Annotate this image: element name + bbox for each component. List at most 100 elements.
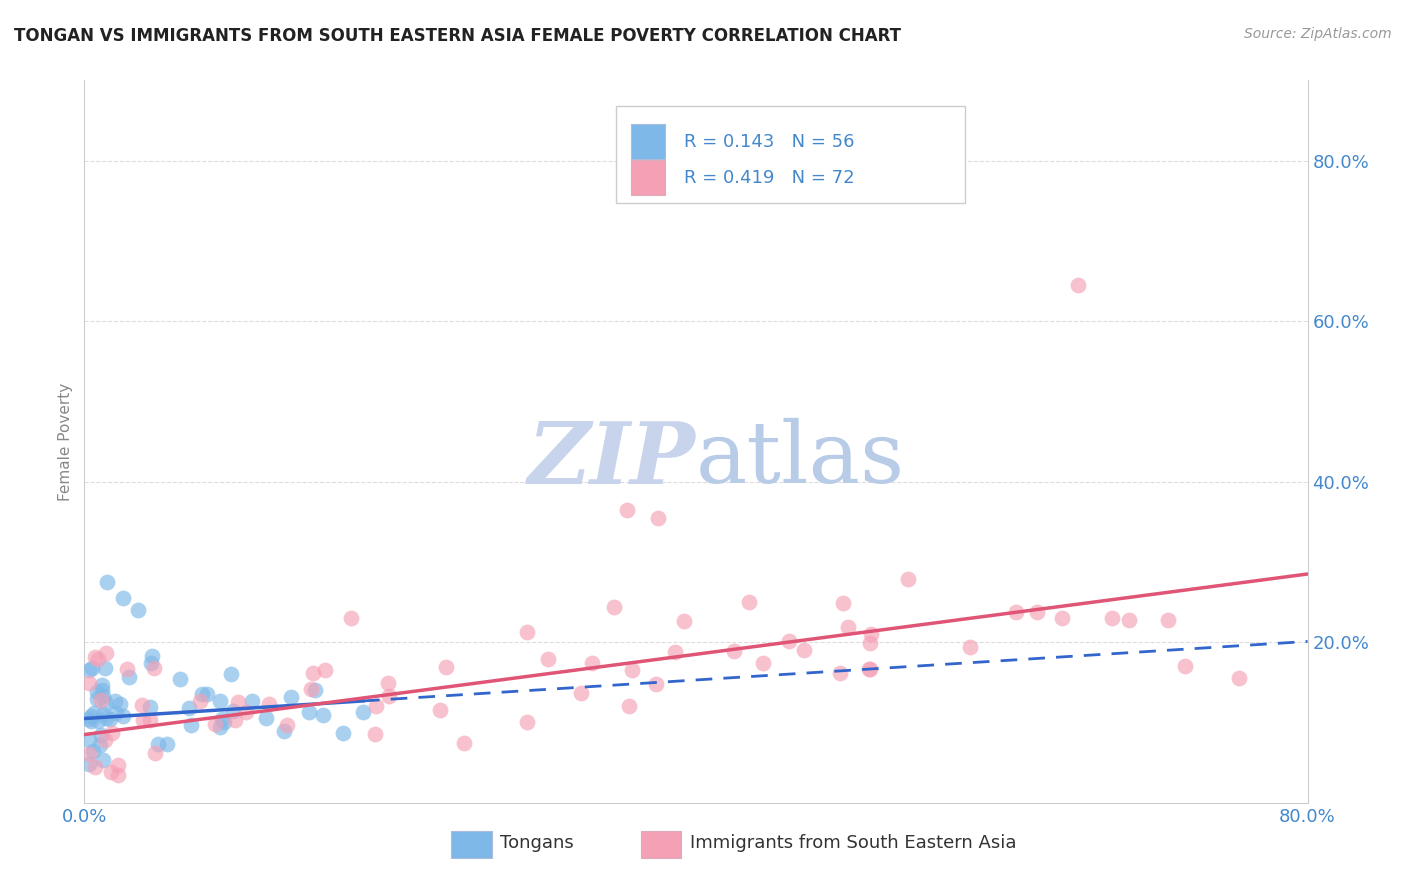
- Point: [169, 672, 191, 686]
- Point: [143, 747, 166, 761]
- Point: [429, 703, 451, 717]
- Point: [434, 660, 457, 674]
- Point: [302, 666, 325, 681]
- Point: [212, 714, 235, 729]
- Point: [115, 662, 138, 676]
- Point: [180, 717, 202, 731]
- Point: [132, 713, 155, 727]
- Bar: [641, 831, 682, 858]
- Bar: [451, 831, 492, 858]
- Point: [139, 714, 162, 728]
- Point: [90, 682, 112, 697]
- Point: [204, 716, 226, 731]
- Bar: [631, 124, 665, 159]
- Point: [959, 640, 981, 654]
- Text: Tongans: Tongans: [501, 833, 574, 852]
- Point: [828, 666, 851, 681]
- Point: [621, 663, 644, 677]
- Point: [1118, 613, 1140, 627]
- Point: [94, 733, 117, 747]
- Point: [83, 706, 105, 721]
- Point: [240, 694, 263, 708]
- Point: [84, 650, 107, 665]
- Point: [1005, 605, 1028, 619]
- Point: [93, 690, 115, 704]
- Bar: [616, 105, 965, 203]
- Point: [104, 694, 127, 708]
- Point: [314, 663, 336, 677]
- Point: [859, 627, 882, 641]
- Y-axis label: Female Poverty: Female Poverty: [58, 383, 73, 500]
- Point: [142, 661, 165, 675]
- Point: [80, 714, 103, 729]
- Point: [86, 714, 108, 728]
- Point: [91, 678, 114, 692]
- Point: [793, 643, 815, 657]
- Point: [1050, 611, 1073, 625]
- Point: [1101, 611, 1123, 625]
- Point: [664, 645, 686, 659]
- Point: [79, 709, 101, 723]
- Point: [859, 635, 882, 649]
- Point: [516, 714, 538, 729]
- Point: [280, 690, 302, 705]
- Point: [94, 646, 117, 660]
- Point: [832, 596, 855, 610]
- Point: [77, 663, 100, 677]
- Point: [235, 705, 257, 719]
- Point: [111, 591, 134, 605]
- Point: [118, 670, 141, 684]
- Point: [84, 760, 107, 774]
- Point: [859, 662, 882, 676]
- Point: [276, 718, 298, 732]
- Point: [90, 693, 112, 707]
- Point: [304, 682, 326, 697]
- Point: [616, 502, 638, 516]
- Point: [723, 644, 745, 658]
- Point: [312, 708, 335, 723]
- Point: [209, 694, 232, 708]
- Point: [273, 724, 295, 739]
- Point: [195, 687, 218, 701]
- Point: [131, 698, 153, 712]
- Point: [377, 675, 399, 690]
- Point: [298, 706, 321, 720]
- Text: Source: ZipAtlas.com: Source: ZipAtlas.com: [1244, 27, 1392, 41]
- Point: [339, 611, 361, 625]
- Point: [101, 726, 124, 740]
- Point: [224, 713, 246, 727]
- Point: [87, 652, 110, 666]
- Point: [96, 711, 118, 725]
- Point: [752, 656, 775, 670]
- Point: [77, 712, 100, 726]
- Point: [1067, 277, 1090, 292]
- Point: [94, 697, 117, 711]
- Text: Immigrants from South Eastern Asia: Immigrants from South Eastern Asia: [690, 833, 1017, 852]
- Text: ZIP: ZIP: [529, 417, 696, 501]
- Point: [90, 729, 112, 743]
- Point: [190, 694, 212, 708]
- Point: [516, 624, 538, 639]
- Point: [537, 651, 560, 665]
- Point: [222, 704, 245, 718]
- Point: [364, 699, 387, 714]
- Point: [1174, 659, 1197, 673]
- Point: [107, 767, 129, 781]
- Point: [77, 733, 100, 747]
- Point: [228, 695, 250, 709]
- Point: [96, 574, 118, 589]
- Point: [93, 707, 115, 722]
- Point: [1025, 605, 1047, 619]
- Point: [837, 620, 859, 634]
- Point: [156, 737, 179, 751]
- Point: [257, 698, 280, 712]
- Point: [100, 765, 122, 780]
- Point: [352, 705, 374, 719]
- Point: [897, 572, 920, 586]
- Point: [146, 737, 169, 751]
- Point: [1157, 613, 1180, 627]
- Point: [80, 661, 103, 675]
- Point: [86, 691, 108, 706]
- Point: [191, 687, 214, 701]
- Point: [98, 712, 121, 726]
